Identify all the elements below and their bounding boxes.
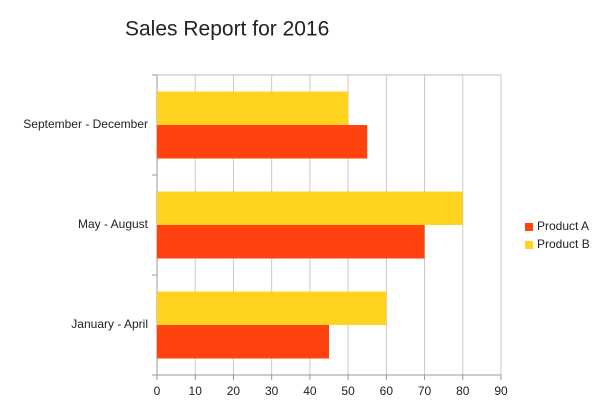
bar [157,291,387,325]
x-tick-label: 60 [380,384,394,398]
legend-label: Product A [537,219,589,233]
x-tick-label: 50 [341,384,355,398]
x-tick-label: 80 [456,384,470,398]
bar [157,91,349,125]
bar [157,125,368,159]
x-tick-label: 10 [189,384,203,398]
x-tick-label: 70 [418,384,432,398]
bar [157,325,329,359]
x-tick-label: 0 [154,384,161,398]
bar [157,225,425,259]
bar [157,191,463,225]
x-tick-label: 90 [494,384,508,398]
legend-label: Product B [537,237,590,251]
x-tick-label: 40 [303,384,317,398]
x-tick-label: 30 [265,384,279,398]
y-tick-label: September - December [23,117,148,131]
x-tick-label: 20 [227,384,241,398]
legend-swatch [525,241,533,249]
legend-swatch [525,223,533,231]
chart-title: Sales Report for 2016 [125,18,329,41]
y-tick-label: January - April [71,317,148,331]
y-tick-label: May - August [78,217,149,231]
